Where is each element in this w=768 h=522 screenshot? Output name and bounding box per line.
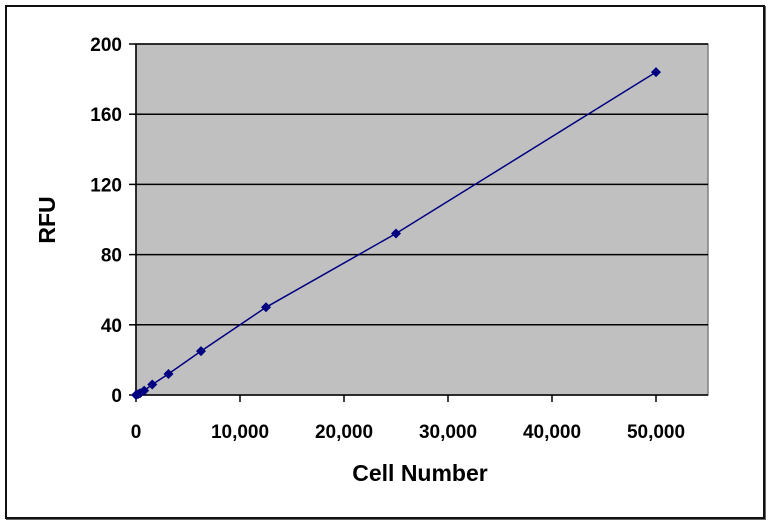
x-axis-title: Cell Number bbox=[352, 460, 488, 486]
gridlines bbox=[136, 43, 708, 326]
x-tick-label: 0 bbox=[131, 422, 142, 443]
data-point-diamond-icon bbox=[261, 302, 271, 313]
y-tick-label: 0 bbox=[111, 386, 122, 407]
y-axis-title: RFU bbox=[34, 196, 60, 243]
x-tick-label: 50,000 bbox=[627, 422, 685, 443]
y-tick-label: 40 bbox=[101, 316, 122, 337]
x-tick-label: 40,000 bbox=[523, 422, 581, 443]
y-axis-ticks: 0 40 80 120 160 200 bbox=[90, 35, 136, 407]
data-point-diamond-icon bbox=[139, 385, 150, 396]
y-tick-label: 120 bbox=[90, 175, 122, 196]
x-tick-label: 10,000 bbox=[211, 422, 269, 443]
data-point-diamond-icon bbox=[196, 346, 206, 357]
data-point-diamond-icon bbox=[651, 67, 661, 78]
x-tick-label: 20,000 bbox=[315, 422, 373, 443]
x-axis-ticks: 0 10,000 20,000 30,000 40,000 50,000 bbox=[131, 395, 685, 443]
x-tick-label: 30,000 bbox=[419, 422, 477, 443]
y-tick-label: 80 bbox=[101, 246, 122, 267]
y-tick-label: 160 bbox=[90, 105, 122, 126]
axes bbox=[135, 44, 708, 396]
plot-area bbox=[135, 43, 709, 396]
data-point-diamond-icon bbox=[163, 368, 174, 379]
y-tick-label: 200 bbox=[90, 35, 122, 56]
data-point-diamond-icon bbox=[147, 379, 158, 390]
data-point-diamond-icon bbox=[391, 228, 401, 239]
data-series bbox=[131, 67, 661, 400]
